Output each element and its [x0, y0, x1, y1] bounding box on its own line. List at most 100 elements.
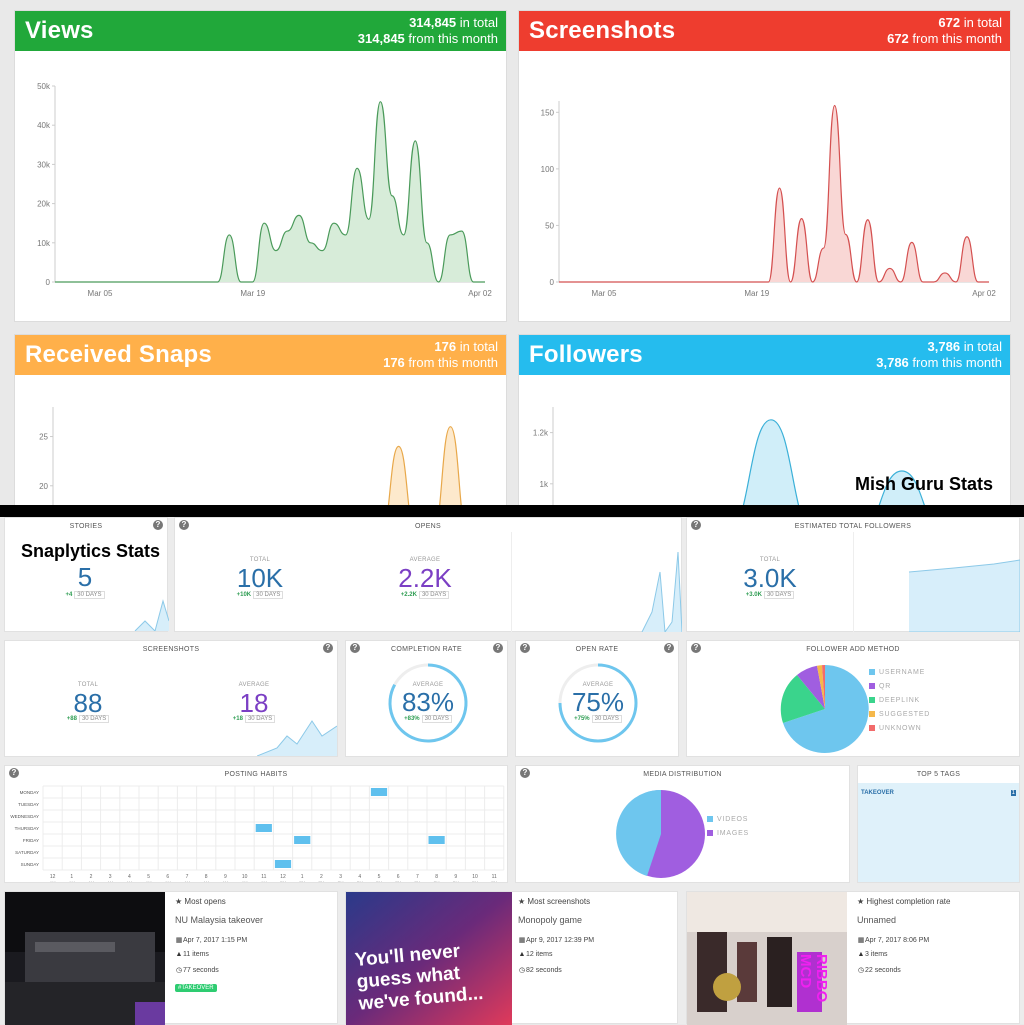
area-fill [742, 419, 927, 510]
hour-label: 3 [109, 874, 112, 880]
screenshots-stats: 672 in total 672 from this month [887, 15, 1002, 47]
x-tick-label: Apr 02 [972, 289, 996, 298]
stack-icon: ▲ [857, 951, 865, 958]
top-tags-list: TAKEOVER 1 [858, 783, 1019, 882]
ampm-label: AM [50, 880, 56, 882]
section-divider [0, 505, 1024, 517]
screenshots-total: 672 [938, 15, 961, 30]
hour-label: 7 [186, 874, 189, 880]
hour-label: 4 [128, 874, 131, 880]
story-date: ▦Apr 9, 2017 12:39 PM [518, 937, 595, 944]
story-date: ▦Apr 7, 2017 1:15 PM [175, 937, 248, 944]
opens-avg-label: AVERAGE [409, 557, 441, 563]
legend-label: IMAGES [717, 830, 750, 837]
help-icon[interactable]: ? [179, 520, 189, 530]
opens-divider [511, 532, 512, 632]
stack-icon: ▲ [175, 951, 183, 958]
screenshots-header: Screenshots 672 in total 672 from this m… [519, 11, 1010, 51]
opens-title: OPENS [414, 523, 441, 530]
views-panel: Views 314,845 in total 314,845 from this… [15, 11, 506, 321]
story-thumb-text: You'll never guess what we've found... [354, 940, 485, 1015]
legend-item: VIDEOS [707, 813, 749, 827]
open-rate-label: AVERAGE [582, 682, 614, 688]
legend-swatch [707, 816, 713, 823]
screenshots-total-label: in total [960, 15, 1002, 30]
story-duration: ◷82 seconds [518, 967, 562, 974]
stories-card: STORIES ? 5 +4 30 DAYS [4, 517, 169, 632]
y-tick-label: 1.2k [533, 429, 549, 438]
views-chart: 50k 40k 30k 20k 10k 0 Mar 05 Mar 19 Apr 02 [37, 82, 492, 298]
story-card-most-screenshots[interactable]: You'll never guess what we've found... ★… [345, 891, 678, 1025]
ampm-label: PM [338, 880, 344, 882]
views-total-label: in total [456, 15, 498, 30]
posting-habits-card: ? POSTING HABITS MONDAY TUESDAY WEDNESDAY T… [4, 765, 508, 883]
hour-label: 8 [205, 874, 208, 880]
help-icon[interactable]: ? [493, 643, 503, 653]
screenshots-title: Screenshots [529, 17, 676, 44]
tag-row[interactable]: TAKEOVER 1 [861, 790, 1016, 800]
posting-cell [294, 836, 311, 844]
x-tick-label: Mar 19 [240, 289, 265, 298]
area-fill [387, 426, 462, 510]
ampm-label: PM [414, 880, 420, 882]
stories-title: STORIES [69, 523, 103, 530]
ampm-label: PM [453, 880, 459, 882]
open-rate-title: OPEN RATE [575, 646, 619, 653]
follower-method-legend: USERNAME QR DEEPLINK SUGGESTED UNKNOWN [869, 666, 930, 736]
media-distribution-card: ? MEDIA DISTRIBUTION VIDEOS IMAGES [515, 765, 850, 883]
story-card-highest-completion[interactable]: RIBBO MCD ★ Highest completion rate Unna… [686, 891, 1020, 1025]
ampm-label: AM [107, 880, 113, 882]
legend-label: USERNAME [879, 669, 926, 676]
help-icon[interactable]: ? [9, 768, 19, 778]
help-icon[interactable]: ? [691, 520, 701, 530]
x-tick-label: Mar 05 [88, 289, 113, 298]
story-heading: ★ Most opens [175, 897, 226, 906]
views-header: Views 314,845 in total 314,845 from this… [15, 11, 506, 51]
opens-avg-value: 2.2K [398, 563, 452, 593]
spark-line [908, 559, 1020, 632]
open-rate-card: ? OPEN RATE ? AVERAGE 75% +75% 30 DAYS [515, 640, 679, 757]
y-tick-label: 10k [37, 239, 51, 248]
opens-card: ? OPENS TOTAL 10K +10K 30 DAYS AVERAGE 2.… [174, 517, 682, 632]
help-icon[interactable]: ? [153, 520, 163, 530]
story-card-most-opens[interactable]: ★ Most opens NU Malaysia takeover ▦Apr 7… [4, 891, 338, 1025]
received-chart: 252015 [39, 407, 463, 510]
completion-delta: +83% 30 DAYS [388, 715, 468, 723]
media-pie [616, 789, 705, 878]
legend-item: SUGGESTED [869, 708, 930, 722]
y-tick-label: 40k [37, 121, 51, 130]
help-icon[interactable]: ? [520, 643, 530, 653]
hour-label: 8 [435, 874, 438, 880]
y-tick-label: 1k [540, 480, 549, 489]
story-tag[interactable]: #TAKEOVER [175, 984, 217, 992]
help-icon[interactable]: ? [323, 643, 333, 653]
help-icon[interactable]: ? [691, 643, 701, 653]
ampm-label: AM [184, 880, 190, 882]
legend-swatch [707, 830, 713, 837]
ampm-label: AM [203, 880, 209, 882]
views-title: Views [25, 17, 94, 44]
ampm-label: PM [472, 880, 478, 882]
story-thumbnail [346, 892, 512, 1025]
legend-item: USERNAME [869, 666, 930, 680]
story-items: ▲11 items [175, 951, 209, 958]
snaplytics-caption: Snaplytics Stats [21, 541, 161, 561]
story-items: ▲12 items [518, 951, 553, 958]
y-tick-label: 25 [39, 433, 48, 442]
x-tick-label: Mar 19 [744, 289, 769, 298]
day-label: WEDNESDAY [10, 814, 39, 819]
posting-cell [274, 860, 292, 868]
followers-estimate-label: TOTAL [759, 557, 781, 563]
help-icon[interactable]: ? [520, 768, 530, 778]
ring-progress [558, 663, 638, 743]
help-icon[interactable]: ? [350, 643, 360, 653]
help-icon[interactable]: ? [664, 643, 674, 653]
pie-slice-suggested [817, 665, 825, 709]
hour-label: 5 [147, 874, 150, 880]
completion-label: AVERAGE [412, 682, 444, 688]
area-fill [55, 101, 485, 283]
views-month: 314,845 [357, 31, 405, 46]
top-tags-title: TOP 5 TAGS [916, 771, 961, 778]
legend-label: QR [879, 683, 892, 690]
story-thumbnail [687, 892, 847, 1025]
